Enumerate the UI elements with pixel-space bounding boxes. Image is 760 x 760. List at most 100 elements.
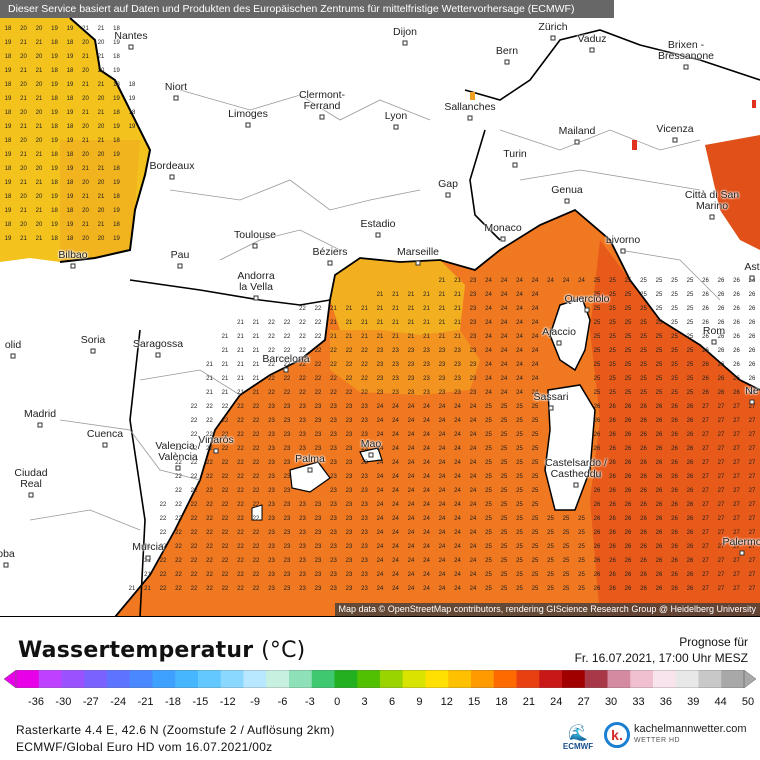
- grid-value: 25: [609, 320, 616, 326]
- ecmwf-logo[interactable]: 🌊 ECMWF: [558, 726, 598, 752]
- grid-value: 18: [113, 166, 120, 172]
- grid-value: 24: [485, 390, 492, 396]
- grid-value: 22: [175, 488, 182, 494]
- grid-value: 21: [222, 362, 229, 368]
- grid-value: 25: [625, 334, 632, 340]
- grid-value: 21: [98, 54, 105, 60]
- city-marker-icon: [672, 137, 678, 143]
- grid-value: 26: [640, 488, 647, 494]
- grid-value: 23: [361, 502, 368, 508]
- grid-value: 22: [206, 502, 213, 508]
- weather-map[interactable]: 18 20 20 19 19 21 21 18 19 21 21 18 18 20 20 19 18 20 20 19…: [0, 0, 760, 617]
- grid-value: 23: [315, 502, 322, 508]
- grid-value: 26: [656, 418, 663, 424]
- grid-value: 26: [625, 530, 632, 536]
- grid-value: 24: [578, 278, 585, 284]
- grid-value: 19: [5, 236, 12, 242]
- grid-value: 22: [315, 390, 322, 396]
- grid-value: 21: [392, 320, 399, 326]
- colorbar-tick-label: -3: [304, 696, 315, 708]
- forecast-label: Prognose für: [679, 635, 748, 649]
- colorbar-tick-label: -9: [250, 696, 260, 708]
- region-border-7: [519, 169, 701, 191]
- grid-value: 25: [501, 558, 508, 564]
- colorbar-tick-label: 21: [522, 696, 536, 708]
- grid-value: 26: [671, 544, 678, 550]
- grid-value: 25: [485, 432, 492, 438]
- grid-value: 24: [501, 278, 508, 284]
- grid-value: 24: [454, 544, 461, 550]
- grid-value: 26: [702, 320, 709, 326]
- grid-value: 21: [237, 376, 244, 382]
- grid-value: 24: [408, 558, 415, 564]
- grid-value: 26: [749, 278, 756, 284]
- grid-value: 24: [454, 586, 461, 592]
- grid-value: 24: [408, 404, 415, 410]
- grid-value: 24: [408, 418, 415, 424]
- grid-value: 23: [346, 404, 353, 410]
- grid-value: 19: [5, 124, 12, 130]
- grid-value: 22: [237, 544, 244, 550]
- grid-value: 22: [253, 558, 260, 564]
- grid-value: 26: [656, 586, 663, 592]
- grid-value: 22: [160, 502, 167, 508]
- grid-value: 26: [718, 334, 725, 340]
- grid-value: 18: [51, 40, 58, 46]
- grid-value: 22: [206, 474, 213, 480]
- grid-value: 24: [423, 558, 430, 564]
- city-marker-icon: [283, 367, 289, 373]
- grid-value: 27: [749, 586, 756, 592]
- grid-value: 25: [687, 348, 694, 354]
- grid-value: 23: [346, 530, 353, 536]
- grid-value: 27: [749, 460, 756, 466]
- colorbar-segment: [425, 670, 449, 688]
- grid-value: 26: [671, 446, 678, 452]
- grid-value: 20: [98, 180, 105, 186]
- grid-value: 21: [377, 334, 384, 340]
- grid-value: 22: [222, 558, 229, 564]
- grid-value: 26: [656, 446, 663, 452]
- grid-value: 22: [206, 432, 213, 438]
- colorbar-tick-label: -21: [137, 696, 154, 708]
- grid-value: 27: [702, 446, 709, 452]
- grid-value: 27: [718, 432, 725, 438]
- grid-value: 18: [129, 110, 136, 116]
- city-marker-icon: [550, 35, 556, 41]
- colorbar-tick-label: 36: [659, 696, 672, 708]
- grid-value: 22: [237, 404, 244, 410]
- kachelmann-logo[interactable]: k. kachelmannwetter.com WETTER HD: [604, 722, 747, 748]
- colorbar-segment: [198, 670, 222, 688]
- grid-value: 25: [547, 558, 554, 564]
- grid-value: 25: [687, 292, 694, 298]
- colorbar-tick-label: 0: [334, 696, 341, 708]
- grid-value: 18: [5, 110, 12, 116]
- grid-value: 24: [423, 502, 430, 508]
- map-attribution[interactable]: Map data © OpenStreetMap contributors, r…: [334, 603, 760, 616]
- grid-value: 22: [253, 544, 260, 550]
- grid-value: 26: [671, 432, 678, 438]
- grid-value: 22: [284, 334, 291, 340]
- grid-value: 22: [284, 376, 291, 382]
- grid-value: 26: [594, 558, 601, 564]
- grid-value: 25: [594, 292, 601, 298]
- grid-value: 23: [346, 432, 353, 438]
- grid-value: 22: [299, 320, 306, 326]
- city-label: Mailand: [558, 125, 596, 137]
- grid-value: 26: [733, 334, 740, 340]
- city-marker-icon: [739, 550, 745, 556]
- grid-value: 27: [718, 558, 725, 564]
- grid-value: 25: [609, 334, 616, 340]
- colorbar-tick-label: -18: [164, 696, 181, 708]
- colorbar-segment: [471, 670, 495, 688]
- grid-value: 23: [346, 558, 353, 564]
- grid-value: 26: [609, 502, 616, 508]
- colorbar-segment: [380, 670, 404, 688]
- grid-value: 21: [82, 138, 89, 144]
- grid-value: 23: [439, 362, 446, 368]
- city-label: Clermont- Ferrand: [298, 89, 346, 112]
- grid-value: 21: [439, 278, 446, 284]
- grid-value: 25: [547, 516, 554, 522]
- grid-value: 24: [485, 292, 492, 298]
- grid-value: 24: [392, 404, 399, 410]
- city-marker-icon: [574, 139, 580, 145]
